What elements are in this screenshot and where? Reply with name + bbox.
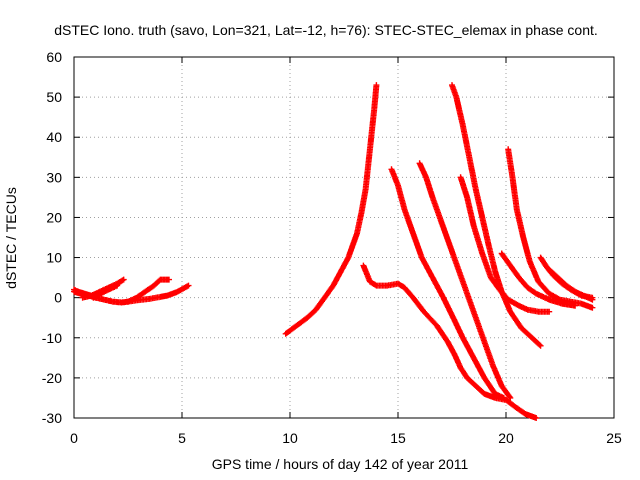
y-tick-label: 50 <box>46 89 62 105</box>
series-markers <box>125 276 172 305</box>
y-tick-label: 10 <box>46 250 62 266</box>
y-tick-label: 0 <box>54 290 62 306</box>
series-markers <box>388 166 507 401</box>
x-tick-label: 20 <box>498 430 514 446</box>
axis-tick-labels: 0 5 10 15 20 25 -30 -20 -10 0 10 20 30 40 50 60 <box>42 49 622 446</box>
y-axis-title: dSTEC / TECUs <box>3 187 19 289</box>
x-tick-label: 15 <box>390 430 406 446</box>
data-series-4 <box>90 282 121 301</box>
x-axis-title: GPS time / hours of day 142 of year 2011 <box>212 456 469 472</box>
series-markers <box>90 282 121 301</box>
y-tick-label: -20 <box>42 370 62 386</box>
x-tick-label: 0 <box>70 430 78 446</box>
data-series-9 <box>416 160 514 401</box>
data-series-8 <box>388 166 507 401</box>
x-tick-label: 10 <box>282 430 298 446</box>
x-tick-label: 25 <box>606 430 622 446</box>
y-tick-label: 60 <box>46 49 62 65</box>
grid-lines <box>74 57 614 418</box>
plot-frame <box>73 56 615 419</box>
y-tick-label: -30 <box>42 410 62 426</box>
x-tick-label: 5 <box>178 430 186 446</box>
series-markers <box>416 160 514 401</box>
y-tick-label: -10 <box>42 330 62 346</box>
y-tick-label: 30 <box>46 169 62 185</box>
data-series-7 <box>360 262 540 421</box>
data-series-13 <box>498 250 579 309</box>
series-markers <box>498 250 579 309</box>
data-series-15 <box>546 266 596 303</box>
data-series-12 <box>505 146 596 311</box>
series-markers <box>457 174 553 315</box>
chart-title: dSTEC Iono. truth (savo, Lon=321, Lat=-1… <box>54 22 598 38</box>
series-markers <box>360 262 540 421</box>
y-tick-label: 20 <box>46 209 62 225</box>
series-markers <box>546 266 596 303</box>
y-tick-label: 40 <box>46 129 62 145</box>
data-series-layer <box>71 82 596 421</box>
data-series-11 <box>457 174 553 315</box>
data-series-6 <box>282 82 380 337</box>
data-series-5 <box>125 276 172 305</box>
series-markers <box>282 82 380 337</box>
series-markers <box>505 146 596 311</box>
axis-ticks <box>73 56 615 419</box>
